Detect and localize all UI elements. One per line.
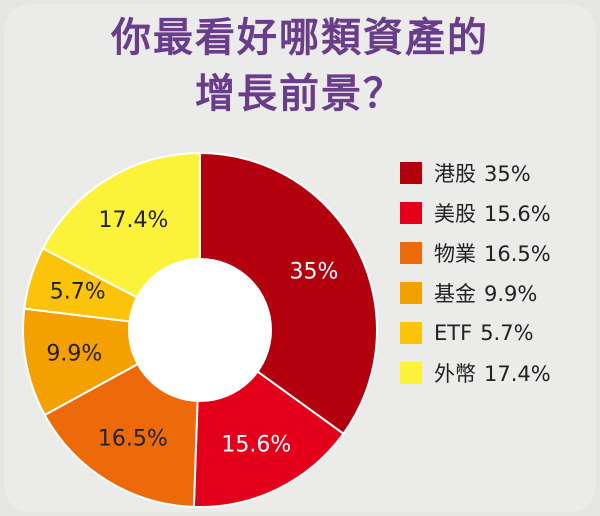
chart-title: 你最看好哪類資產的 增長前景？ [0,10,600,122]
data-label-us-stocks: 15.6% [221,433,291,458]
legend-swatch-etf [400,322,422,344]
legend-label-funds: 基金 [434,282,476,306]
data-label-property: 16.5% [98,427,168,452]
data-label-forex: 17.4% [99,208,169,233]
legend-item-etf: ETF 5.7% [400,313,551,353]
legend-label-property: 物業 [434,242,476,266]
title-line-2: 增長前景？ [195,71,405,117]
legend-value-us-stocks: 15.6% [484,202,551,226]
legend: 港股 35% 美股 15.6% 物業 16.5% 基金 9.9% ETF 5.7% 外幣 1… [400,153,551,393]
data-label-funds: 9.9% [46,342,102,367]
slice-hk-stocks [199,151,378,436]
legend-label-forex: 外幣 [434,362,476,386]
legend-label-us-stocks: 美股 [434,202,476,226]
title-line-1: 你最看好哪類資產的 [111,15,489,61]
legend-item-forex: 外幣 17.4% [400,353,551,393]
legend-label-hk-stocks: 港股 [434,162,476,186]
legend-label-etf: ETF [434,321,473,345]
legend-swatch-hk-stocks [400,162,422,184]
legend-item-us-stocks: 美股 15.6% [400,193,551,233]
legend-value-property: 16.5% [484,242,551,266]
legend-value-hk-stocks: 35% [484,162,531,186]
legend-item-hk-stocks: 港股 35% [400,153,551,193]
legend-item-property: 物業 16.5% [400,233,551,273]
legend-value-funds: 9.9% [484,282,538,306]
data-label-etf: 5.7% [50,280,106,305]
legend-swatch-property [400,242,422,264]
donut-hole [128,258,272,402]
legend-item-funds: 基金 9.9% [400,273,551,313]
legend-swatch-funds [400,282,422,304]
data-label-hk-stocks: 35% [290,259,339,284]
legend-value-etf: 5.7% [480,321,534,345]
legend-swatch-forex [400,362,422,384]
legend-swatch-us-stocks [400,202,422,224]
legend-value-forex: 17.4% [484,362,551,386]
